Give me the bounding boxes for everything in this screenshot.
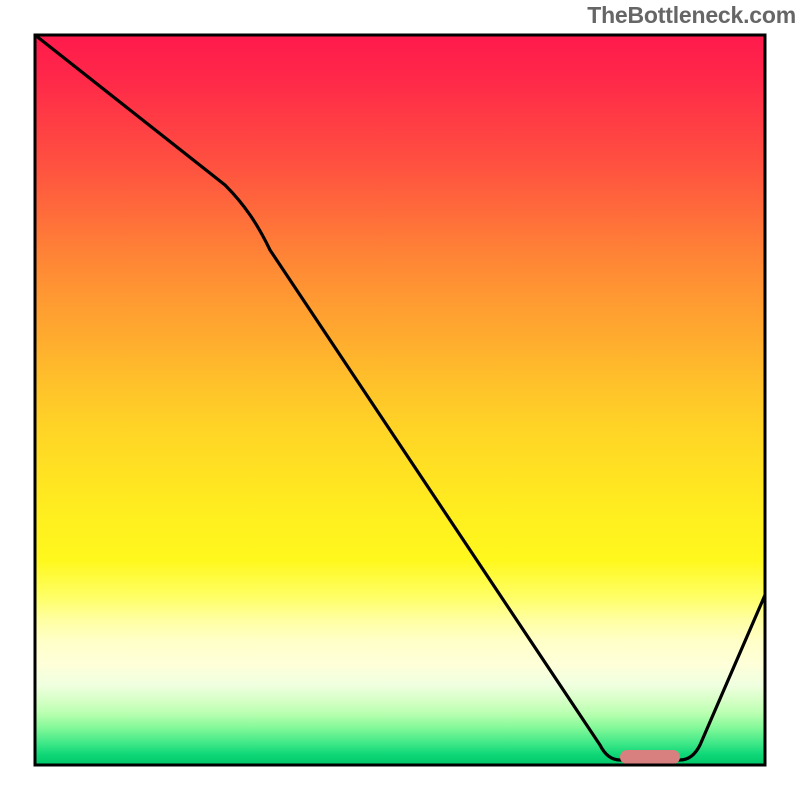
plot-background-gradient — [35, 35, 765, 765]
chart-container: TheBottleneck.com — [0, 0, 800, 800]
watermark-text: TheBottleneck.com — [587, 2, 796, 29]
optimal-range-marker — [620, 750, 680, 764]
chart-svg — [0, 0, 800, 800]
